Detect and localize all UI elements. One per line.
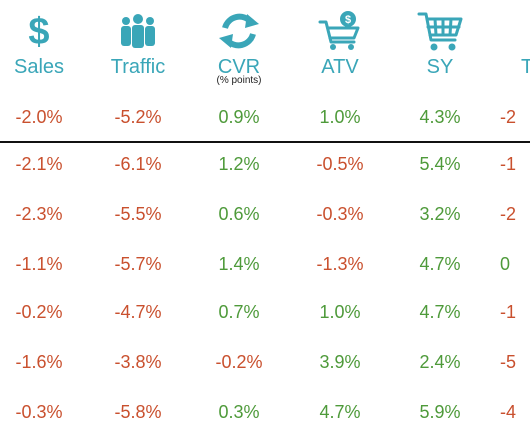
table-cell: -5.5% — [114, 204, 162, 224]
header-label: ATV — [321, 56, 359, 78]
header-label: CVR — [217, 56, 261, 78]
table-cell: 4.7% — [419, 254, 461, 274]
table-cell: -2 — [500, 204, 517, 224]
table-row: -1.6% -3.8% -0.2% 3.9% 2.4% -5 — [0, 348, 530, 376]
table-cell: -2 — [500, 107, 517, 127]
table-cell: 3.2% — [419, 204, 461, 224]
header-sublabel: (% points) — [216, 75, 262, 86]
table-cell: -0.2% — [215, 352, 263, 372]
table-cell: -1.1% — [15, 254, 63, 274]
table-cell: -1.6% — [15, 352, 63, 372]
table-cell: 1.4% — [218, 254, 260, 274]
table-row: -2.0% -5.2% 0.9% 1.0% 4.3% -2 — [0, 103, 530, 131]
table-cell: -5.8% — [114, 402, 162, 422]
table-row: -2.1% -6.1% 1.2% -0.5% 5.4% -1 — [0, 150, 530, 178]
table-cell: 3.9% — [319, 352, 361, 372]
table-cell: -2.1% — [15, 154, 63, 174]
table-cell: -0.5% — [316, 154, 364, 174]
table-cell: -0.3% — [316, 204, 364, 224]
table-cell: 0.6% — [218, 204, 260, 224]
table-cell: -6.1% — [114, 154, 162, 174]
table-header: $ Sales Traffic CVR (% points) — [0, 0, 530, 92]
svg-text:$: $ — [28, 11, 49, 52]
cart-dollar-icon: $ — [318, 11, 360, 50]
table-cell: -0.2% — [15, 302, 63, 322]
table-cell: -5.2% — [114, 107, 162, 127]
dollar-icon: $ — [28, 11, 49, 52]
table-cell: 4.7% — [319, 402, 361, 422]
header-label: SY — [426, 56, 454, 78]
cycle-arrows-icon — [219, 13, 259, 49]
cart-icon — [417, 12, 463, 51]
table-cell: 1.0% — [319, 107, 361, 127]
table-cell: 0.9% — [218, 107, 260, 127]
table-cell: -2.3% — [15, 204, 63, 224]
table-cell: 5.4% — [419, 154, 461, 174]
table-row: -1.1% -5.7% 1.4% -1.3% 4.7% 0 — [0, 250, 530, 278]
table-cell: -1 — [500, 154, 517, 174]
people-icon — [121, 14, 155, 48]
header-label: Traffic — [110, 56, 166, 78]
header-label: Sales — [13, 56, 65, 78]
table-cell: 2.4% — [419, 352, 461, 372]
table-cell: 0.3% — [218, 402, 260, 422]
table-cell: -4 — [500, 402, 517, 422]
header-label: T — [521, 56, 530, 78]
table-cell: 5.9% — [419, 402, 461, 422]
svg-text:$: $ — [345, 14, 351, 26]
table-cell: 0.7% — [218, 302, 260, 322]
table-row: -0.2% -4.7% 0.7% 1.0% 4.7% -1 — [0, 298, 530, 326]
table-cell: -1 — [500, 302, 517, 322]
table-cell: 4.7% — [419, 302, 461, 322]
table-cell: -2.0% — [15, 107, 63, 127]
table-row: -0.3% -5.8% 0.3% 4.7% 5.9% -4 — [0, 398, 530, 426]
table-cell: 4.3% — [419, 107, 461, 127]
table-cell: -4.7% — [114, 302, 162, 322]
table-cell: -3.8% — [114, 352, 162, 372]
table-cell: -5.7% — [114, 254, 162, 274]
table-cell: 1.2% — [218, 154, 260, 174]
table-cell: -0.3% — [15, 402, 63, 422]
table-cell: 1.0% — [319, 302, 361, 322]
table-cell: -5 — [500, 352, 517, 372]
table-cell: 0 — [500, 254, 511, 274]
header-divider — [0, 141, 530, 143]
partial-icon — [505, 18, 530, 50]
table-row: -2.3% -5.5% 0.6% -0.3% 3.2% -2 — [0, 200, 530, 228]
table-cell: -1.3% — [316, 254, 364, 274]
